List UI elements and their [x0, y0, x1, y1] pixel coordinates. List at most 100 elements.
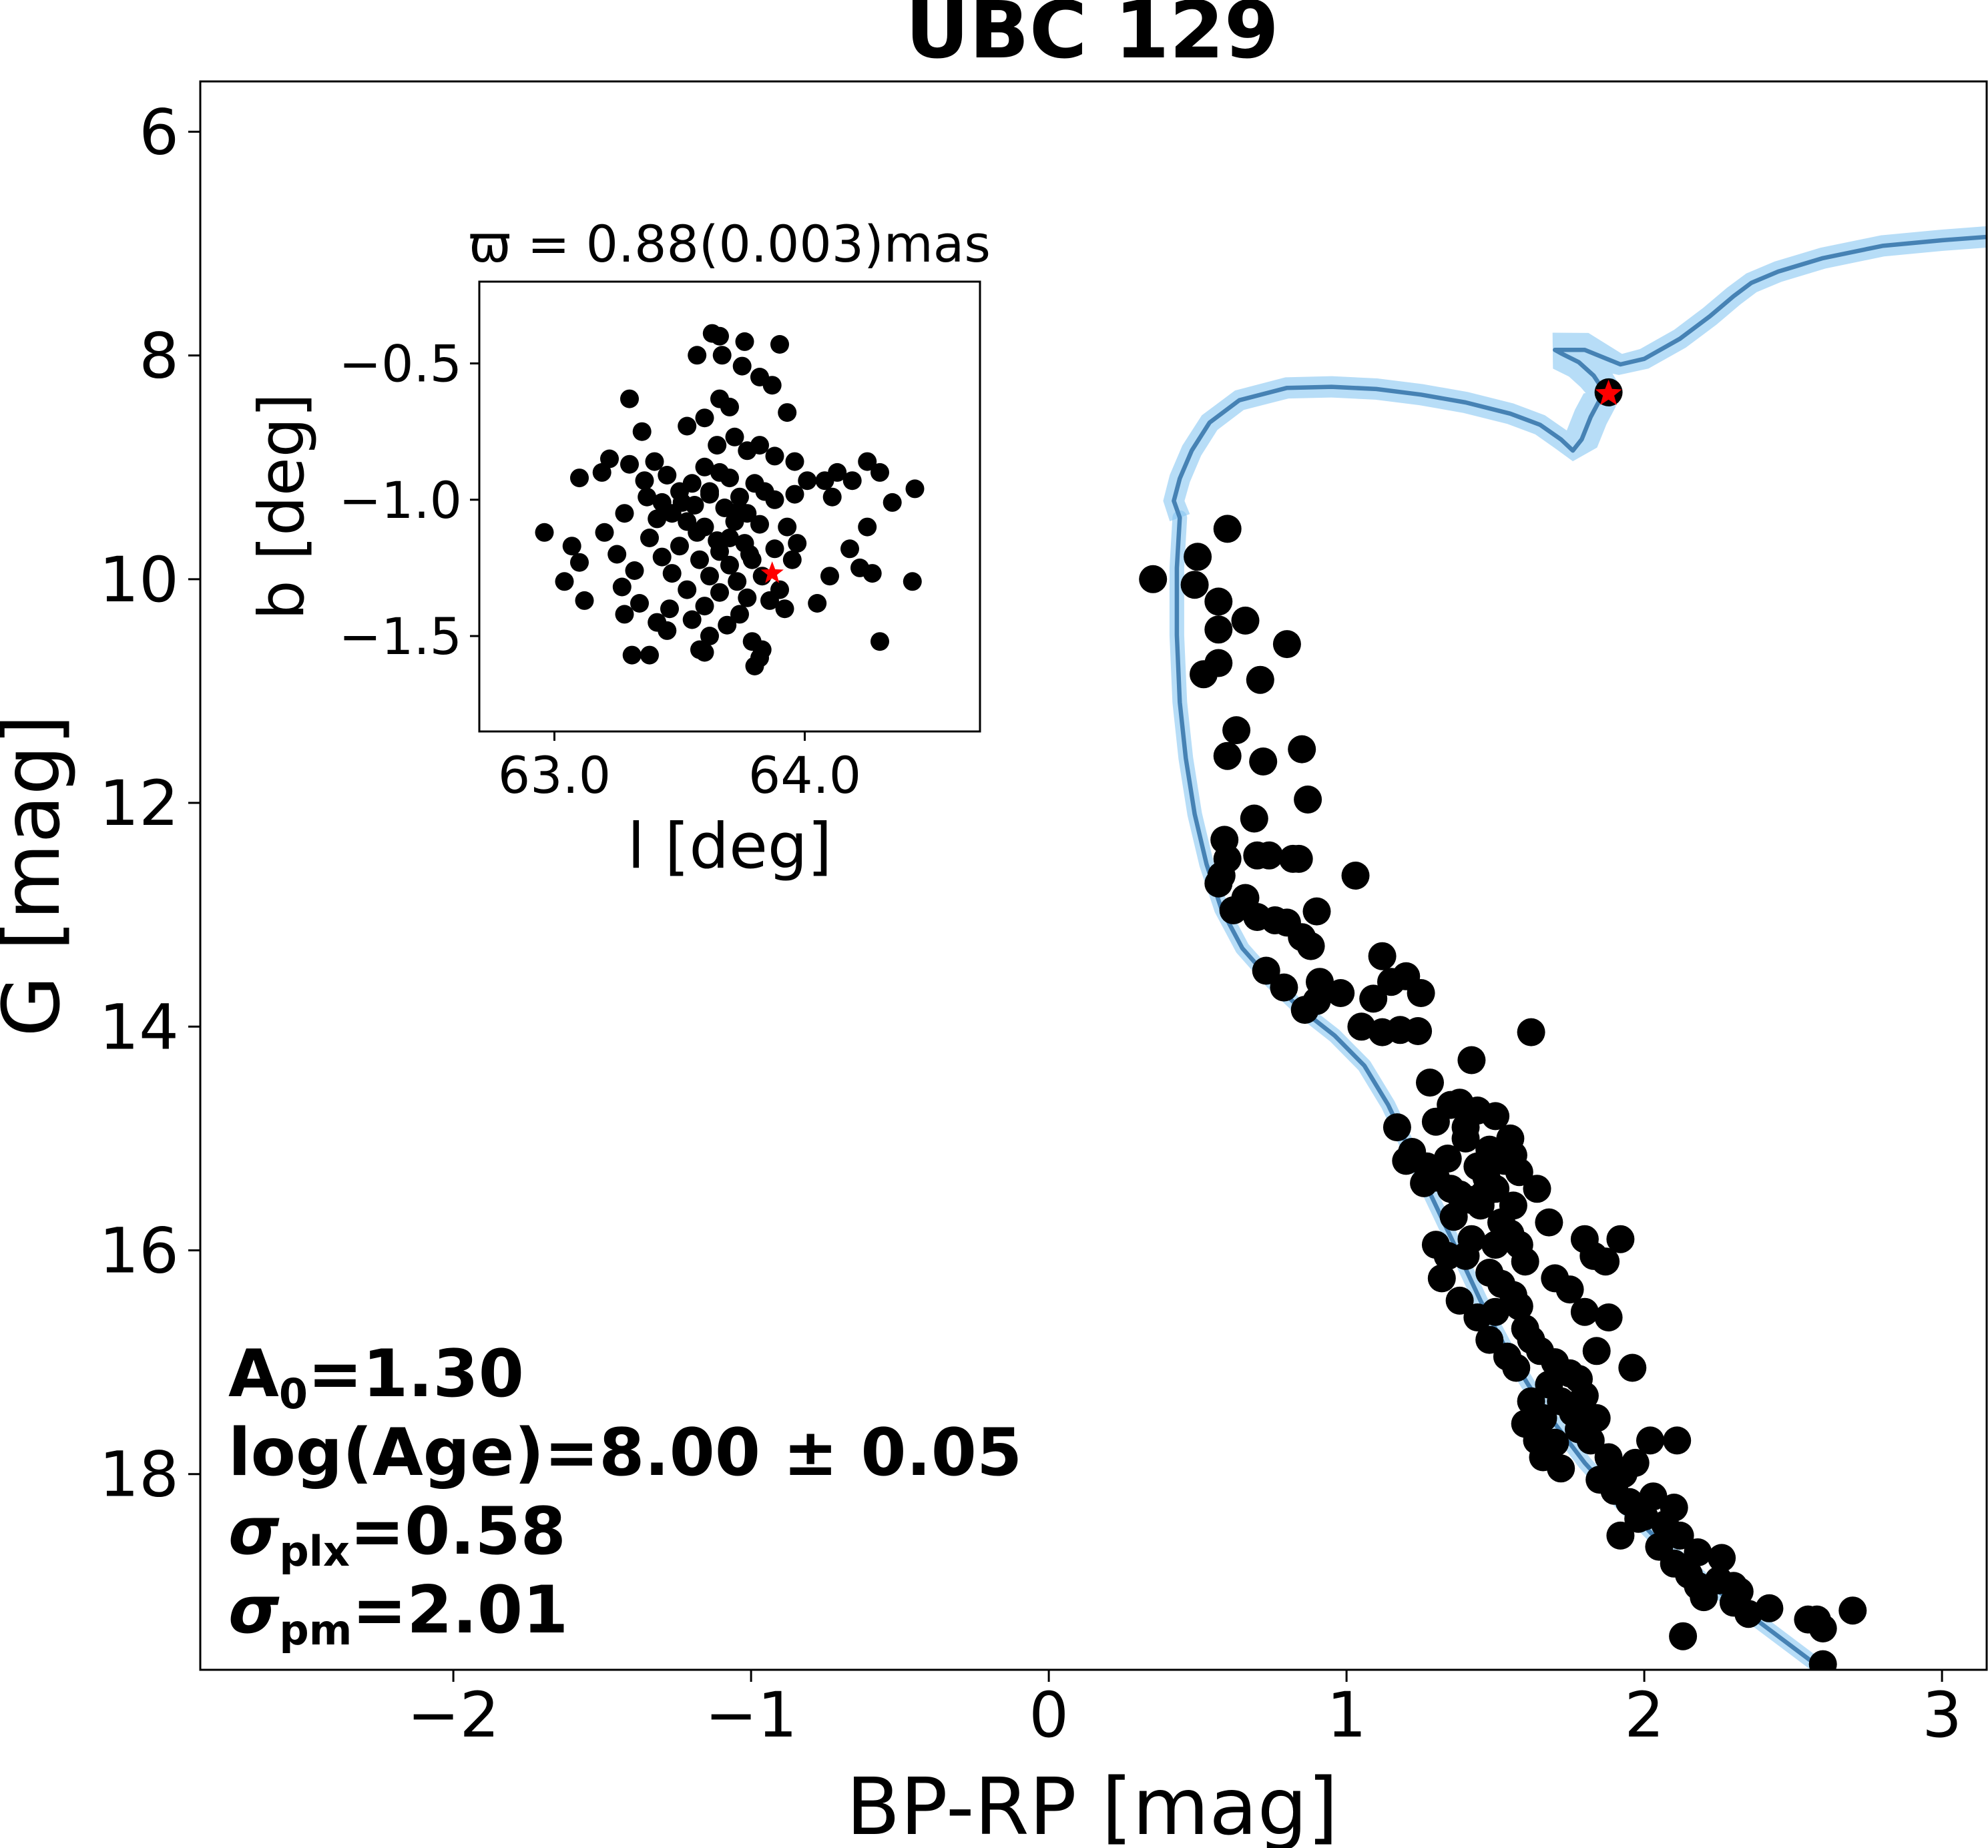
- y-axis-label: G [mag]: [0, 714, 77, 1036]
- member-point: [1255, 841, 1284, 870]
- inset-member-point: [715, 499, 734, 517]
- inset-member-point: [728, 572, 747, 591]
- member-point: [1523, 1175, 1551, 1203]
- member-point: [1621, 1448, 1650, 1477]
- x-tick-label: 0: [1029, 1679, 1069, 1752]
- inset-member-point: [718, 615, 737, 635]
- y-axis-ticks: 6 8 10 12 14 16 18: [99, 96, 200, 1512]
- member-point: [1392, 1147, 1421, 1175]
- inset-x-tick-label: 63.0: [498, 745, 611, 805]
- inset-member-point: [785, 452, 804, 471]
- inset-member-point: [658, 466, 677, 485]
- member-point: [1249, 747, 1278, 776]
- inset-member-point: [620, 389, 639, 408]
- inset-member-point: [710, 583, 729, 602]
- inset-member-point: [720, 555, 739, 575]
- member-point: [1222, 716, 1251, 745]
- member-point: [1582, 1337, 1611, 1365]
- member-point: [1139, 565, 1168, 593]
- member-point: [1591, 1247, 1620, 1276]
- member-point: [1213, 741, 1242, 770]
- inset-member-point: [730, 501, 749, 521]
- inset-axes-frame: [478, 280, 981, 733]
- member-point: [1606, 1521, 1635, 1550]
- y-tick-label: 8: [139, 320, 179, 393]
- inset-member-point: [672, 493, 692, 512]
- member-point: [1472, 1163, 1501, 1192]
- x-axis-ticks: −2 −1 0 1 2 3: [407, 1670, 1962, 1752]
- member-point: [1690, 1583, 1718, 1612]
- inset-member-point: [570, 553, 589, 572]
- inset-y-axis-ticks: −0.5 −1.0 −1.5: [338, 334, 479, 666]
- member-point: [1246, 665, 1274, 694]
- inset-member-point: [688, 346, 707, 365]
- member-point: [1719, 1572, 1748, 1600]
- inset-y-tick-label: −1.0: [338, 471, 462, 530]
- inset-member-point: [732, 356, 752, 376]
- inset-member-point: [742, 550, 762, 569]
- member-point: [1288, 735, 1316, 763]
- inset-member-point: [535, 523, 554, 542]
- member-point: [1555, 1275, 1584, 1304]
- member-point: [1463, 1303, 1492, 1331]
- member-point: [1368, 942, 1397, 970]
- inset-x-tick-label: 64.0: [748, 745, 861, 805]
- chart-title: UBC 129: [905, 0, 1279, 76]
- inset-x-axis-ticks: 63.0 64.0: [498, 731, 861, 805]
- x-tick-label: 2: [1624, 1679, 1664, 1752]
- member-point: [1493, 1342, 1521, 1371]
- member-point: [1481, 1102, 1510, 1131]
- inset-member-point: [770, 335, 789, 354]
- inset-member-point: [840, 539, 859, 559]
- inset-member-point: [615, 605, 634, 624]
- member-point: [1624, 1504, 1653, 1533]
- inset-member-point: [862, 564, 882, 583]
- inset-member-point: [725, 427, 744, 446]
- inset-member-point: [600, 449, 619, 469]
- inset-member-point: [688, 523, 707, 542]
- inset-member-point: [720, 469, 739, 488]
- member-point: [1666, 1521, 1694, 1550]
- inset-member-point: [808, 594, 827, 613]
- member-point: [1407, 979, 1435, 1007]
- member-point: [1663, 1426, 1692, 1455]
- inset-member-point: [730, 605, 749, 624]
- inset-member-point: [612, 577, 632, 597]
- inset-member-point: [785, 485, 804, 504]
- inset-member-point: [765, 539, 784, 559]
- inset-member-point: [858, 517, 877, 537]
- inset-member-point: [782, 550, 802, 569]
- member-point: [1547, 1454, 1575, 1483]
- inset-member-point: [750, 436, 769, 455]
- inset-member-point: [871, 632, 889, 651]
- inset-member-point: [662, 564, 682, 583]
- member-point: [1252, 956, 1280, 985]
- inset-member-point: [765, 446, 784, 466]
- inset-member-point: [695, 643, 714, 662]
- member-point: [1359, 984, 1388, 1013]
- member-point: [1204, 587, 1233, 616]
- inset-x-axis-label: l [deg]: [628, 810, 832, 883]
- member-point: [1570, 1297, 1599, 1326]
- member-point: [1404, 1017, 1433, 1045]
- main-plot-area: [1139, 226, 1987, 1670]
- member-point: [1808, 1614, 1837, 1642]
- member-point: [1755, 1594, 1784, 1622]
- inset-member-point: [658, 621, 677, 640]
- inset-member-point: [620, 454, 639, 474]
- inset-y-tick-label: −1.5: [338, 607, 462, 666]
- inset-member-point: [820, 567, 839, 586]
- inset-member-point: [695, 457, 714, 477]
- member-point: [1427, 1264, 1456, 1293]
- x-axis-label: BP-RP [mag]: [846, 1761, 1338, 1848]
- inset-title: ϖ = 0.88(0.003)mas: [469, 214, 991, 274]
- inset-member-point: [775, 599, 794, 619]
- inset-member-point: [632, 422, 652, 441]
- member-point: [1272, 630, 1301, 659]
- inset-member-point: [735, 332, 754, 351]
- member-point: [1213, 515, 1242, 543]
- inset-member-point: [635, 471, 654, 491]
- inset-member-point: [710, 326, 729, 346]
- member-point: [1684, 1538, 1712, 1566]
